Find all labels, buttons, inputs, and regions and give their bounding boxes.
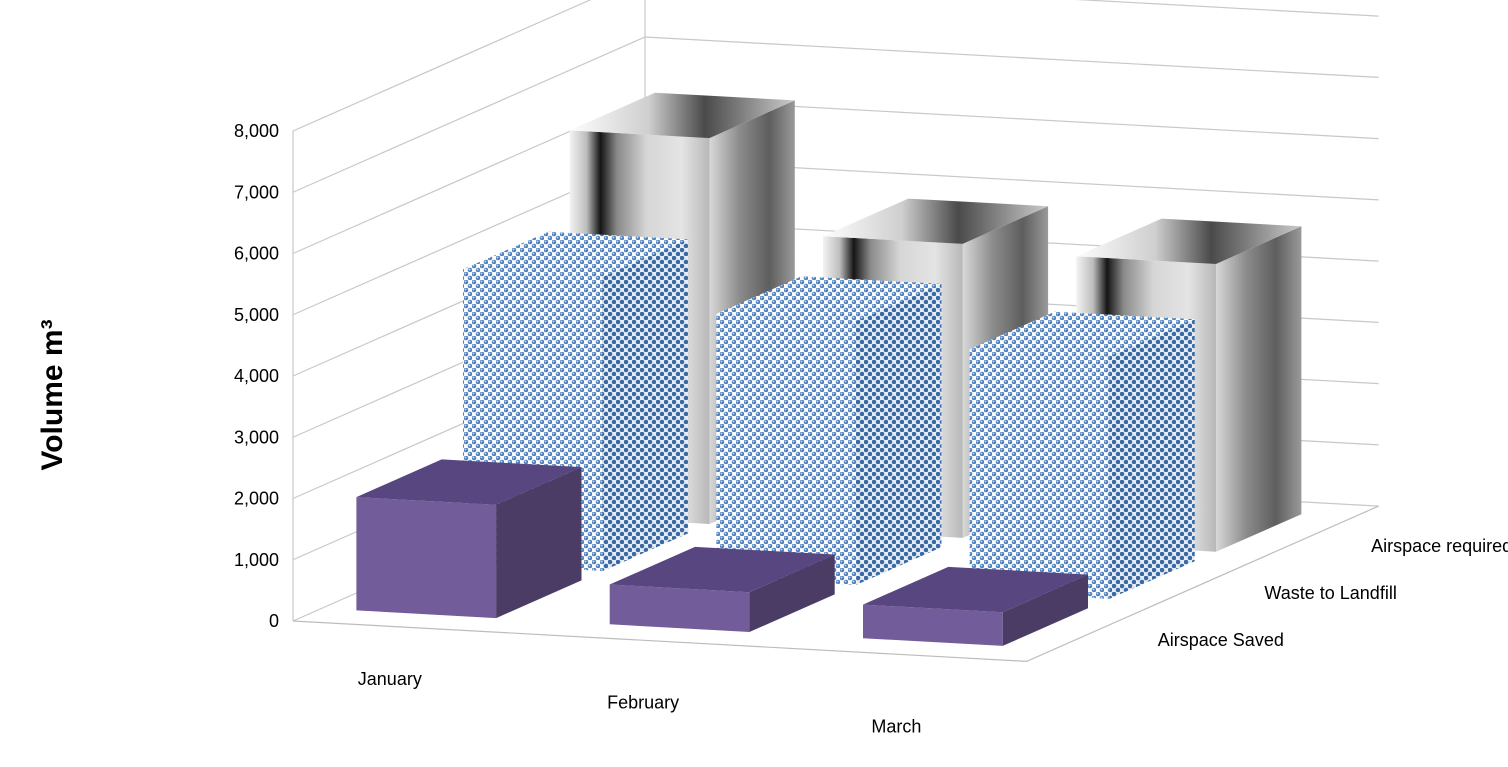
y-axis-title: Volume m³ <box>36 319 69 470</box>
bar-side <box>1216 226 1302 552</box>
y-tick-label: 0 <box>269 611 279 631</box>
x-category-label: February <box>607 693 679 713</box>
bar-top <box>716 276 942 322</box>
bar-top <box>863 566 1088 613</box>
floor-edge <box>292 505 1379 662</box>
bar-side <box>602 239 689 571</box>
y-tick-label: 1,000 <box>234 550 279 570</box>
y-tick-label: 8,000 <box>234 121 279 141</box>
y-tick-label: 4,000 <box>234 366 279 386</box>
gridline <box>292 0 1379 132</box>
series-label: Airspace Saved <box>1158 630 1284 650</box>
bar-side <box>856 283 942 585</box>
gridline <box>292 36 1379 193</box>
series-label: Waste to Landfill <box>1264 583 1396 603</box>
bar-top <box>463 231 689 277</box>
bar-waste-to-landfill-february <box>716 276 942 585</box>
bar-top <box>823 198 1049 244</box>
bar-top <box>969 311 1195 357</box>
bar-top <box>356 459 582 505</box>
bar-front <box>356 497 497 619</box>
bar-top <box>569 92 795 139</box>
y-tick-label: 5,000 <box>234 305 279 325</box>
x-category-label: March <box>871 717 921 737</box>
y-tick-label: 6,000 <box>234 244 279 264</box>
bar-top <box>609 546 835 593</box>
series-label: Airspace required <box>1371 536 1508 556</box>
y-tick-label: 7,000 <box>234 182 279 202</box>
y-tick-label: 3,000 <box>234 427 279 447</box>
bar-top <box>1076 218 1302 264</box>
bar-airspace-saved-march <box>863 566 1088 646</box>
bar-side <box>749 554 835 632</box>
bar-side <box>496 467 582 619</box>
x-category-label: January <box>358 669 422 689</box>
bar-front <box>863 604 1003 646</box>
bar-waste-to-landfill-march <box>969 311 1195 599</box>
bar-side <box>1109 319 1195 599</box>
bar-side <box>1002 574 1088 646</box>
bar-front <box>716 313 857 585</box>
bar-airspace-saved-january <box>356 459 582 619</box>
bar-airspace-saved-february <box>609 546 835 632</box>
bar-front <box>969 349 1110 599</box>
bar-front <box>609 584 750 632</box>
y-tick-label: 2,000 <box>234 489 279 509</box>
